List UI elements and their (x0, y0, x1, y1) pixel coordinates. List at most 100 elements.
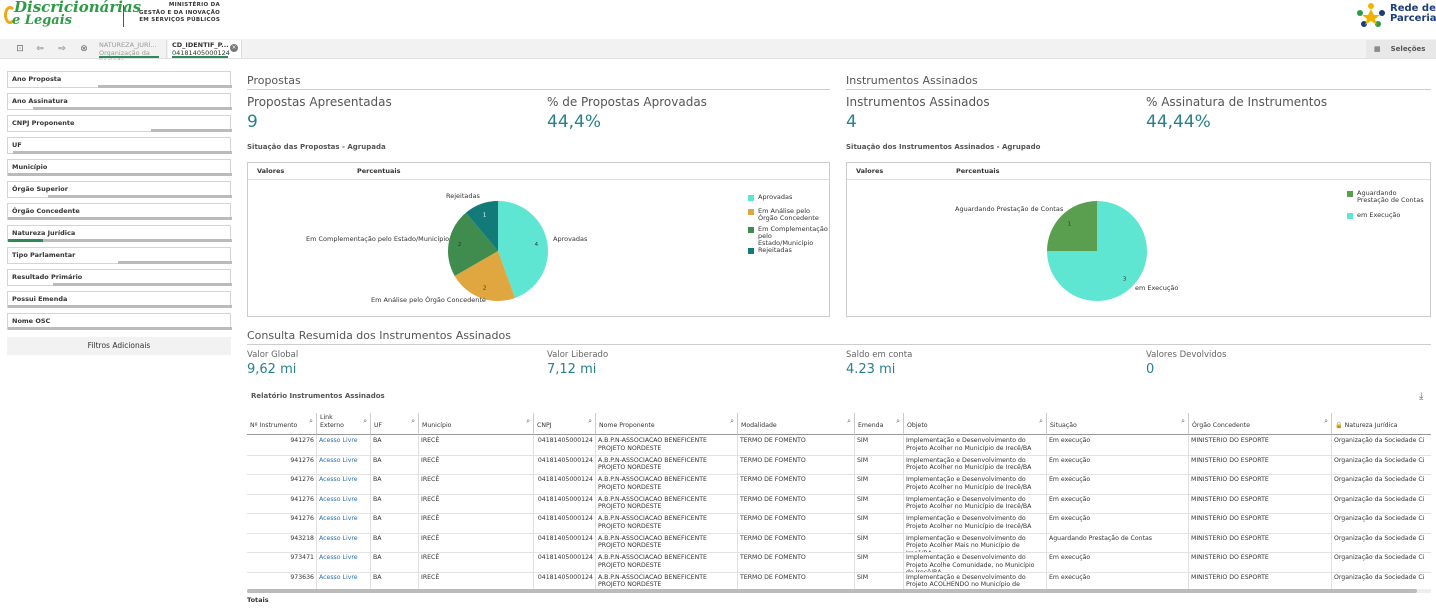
pie-slice-0[interactable] (498, 201, 548, 298)
filter-label: Município (12, 163, 48, 171)
propostas-pie[interactable]: 4 2 2 1 (438, 191, 558, 311)
scrollbar-thumb[interactable] (247, 589, 1417, 593)
filter-possui-emenda[interactable]: Possui Emenda (7, 291, 232, 308)
step-back-icon[interactable]: ⇦ (36, 44, 44, 54)
search-icon[interactable]: ⌕ (1324, 417, 1328, 425)
column-header[interactable]: Nº Instrumento ⌕ (247, 413, 317, 435)
column-header[interactable]: Modalidade ⌕ (738, 413, 855, 435)
pie-slice-2[interactable] (448, 212, 498, 276)
percentuais-tab[interactable]: Percentuais (956, 167, 1000, 175)
selection-chip-cnpj[interactable]: CD_IDENTIF_P... 04181405000124 × (168, 40, 242, 58)
instrumentos-pie[interactable]: 13 (1037, 191, 1157, 311)
filter-ano-assinatura[interactable]: Ano Assinatura (7, 93, 232, 110)
acesso-livre-link[interactable]: Acesso Livre (317, 474, 371, 494)
search-icon[interactable]: ⌕ (1039, 417, 1043, 425)
filter-orgao-concedente[interactable]: Órgão Concedente (7, 203, 232, 220)
smart-search-icon[interactable]: ⊡ (16, 44, 24, 54)
pie-slice-3[interactable] (465, 201, 498, 251)
pie-slice-0[interactable] (1047, 201, 1097, 251)
chip-title: NATUREZA_JURÍ... (99, 41, 157, 49)
table-cell: 04181405000124 (534, 493, 596, 513)
table-cell: IRECÊ (419, 435, 534, 455)
propostas-aprovadas-label: % de Propostas Aprovadas (547, 95, 707, 109)
acesso-livre-link[interactable]: Acesso Livre (317, 532, 371, 552)
propostas-apresentadas-label: Propostas Apresentadas (247, 95, 392, 109)
acesso-livre-link[interactable]: Acesso Livre (317, 435, 371, 455)
filter-orgao-superior[interactable]: Órgão Superior (7, 181, 232, 198)
column-header[interactable]: Objeto ⌕ (904, 413, 1047, 435)
search-icon[interactable]: ⌕ (363, 417, 367, 425)
pie-slice-1[interactable] (454, 251, 516, 301)
column-header[interactable]: Nome Proponente ⌕ (596, 413, 738, 435)
search-icon[interactable]: ⌕ (309, 417, 313, 425)
table-cell: TERMO DE FOMENTO (738, 435, 855, 455)
column-header-label: Modalidade (741, 422, 777, 429)
filter-label: Nome OSC (12, 317, 51, 325)
filter-uf[interactable]: UF (7, 137, 232, 154)
valores-tab[interactable]: Valores (856, 167, 884, 175)
column-header[interactable]: Órgão Concedente ⌕ (1189, 413, 1332, 435)
legend-item[interactable]: Em Complementação pelo Estado/Município (748, 226, 828, 247)
horizontal-scrollbar[interactable] (247, 589, 1431, 593)
acesso-livre-link[interactable]: Acesso Livre (317, 454, 371, 474)
acesso-livre-link[interactable]: Acesso Livre (317, 513, 371, 533)
column-header[interactable]: Situação ⌕ (1047, 413, 1189, 435)
rede-parcerias-logo[interactable]: Rede de Parcerias (1356, 2, 1436, 28)
column-header[interactable]: UF ⌕ (371, 413, 419, 435)
step-forward-icon[interactable]: ⇨ (58, 44, 66, 54)
table-cell: TERMO DE FOMENTO (738, 532, 855, 552)
ministry-line3: EM SERVIÇOS PÚBLICOS (139, 17, 221, 23)
acesso-livre-link[interactable]: Acesso Livre (317, 552, 371, 572)
search-icon[interactable]: ⌕ (411, 417, 415, 425)
filter-resultado-primario[interactable]: Resultado Primário (7, 269, 232, 286)
column-header[interactable]: Link Externo ⌕ (317, 413, 371, 435)
ministry-line2: GESTÃO E DA INOVAÇÃO (139, 9, 221, 16)
percentuais-tab[interactable]: Percentuais (357, 167, 401, 175)
column-header-label: Órgão Concedente (1192, 422, 1250, 429)
column-header[interactable]: 🔒 Natureza Jurídica (1332, 413, 1431, 435)
search-icon[interactable]: ⌕ (847, 417, 851, 425)
table-cell: SIM (855, 552, 904, 572)
filter-cnpj-proponente[interactable]: CNPJ Proponente (7, 115, 232, 132)
filter-tipo-parlamentar[interactable]: Tipo Parlamentar (7, 247, 232, 264)
app-logo[interactable]: Discricionárias e Legais (6, 0, 141, 27)
close-icon[interactable]: × (230, 44, 238, 52)
column-header[interactable]: CNPJ ⌕ (534, 413, 596, 435)
filtros-adicionais-button[interactable]: Filtros Adicionais (7, 337, 231, 355)
valores-tab[interactable]: Valores (257, 167, 285, 175)
acesso-livre-link[interactable]: Acesso Livre (317, 571, 371, 591)
search-icon[interactable]: ⌕ (588, 417, 592, 425)
search-icon[interactable]: ⌕ (896, 417, 900, 425)
pie-slice-1[interactable] (1047, 201, 1147, 301)
download-icon[interactable]: ⤓ (1419, 391, 1424, 402)
table-cell: Organização da Sociedade Ci (1332, 552, 1431, 572)
table-cell: Organização da Sociedade Ci (1332, 494, 1431, 514)
propostas-chart[interactable]: Valores Percentuais 4 2 2 1 Rejeitadas Apro… (247, 162, 830, 317)
legend-item[interactable]: em Execução (1347, 212, 1427, 219)
selection-chip-natureza[interactable]: NATUREZA_JURÍ... Organização da Socieda.… (95, 40, 167, 65)
filter-municipio[interactable]: Município (7, 159, 232, 176)
filter-natureza-juridica[interactable]: Natureza Jurídica (7, 225, 232, 242)
row-divider (247, 532, 1431, 534)
search-icon[interactable]: ⌕ (526, 417, 530, 425)
column-header[interactable]: Emenda ⌕ (855, 413, 904, 435)
legend-item[interactable]: Aguardando Prestação de Contas (1347, 190, 1427, 204)
legend-item[interactable]: Rejeitadas (748, 246, 828, 254)
chip-selection-bar (172, 56, 228, 58)
table-cell: A.B.P.N-ASSOCIACAO BENEFICENTE PROJETO N… (596, 571, 738, 591)
search-icon[interactable]: ⌕ (730, 417, 734, 425)
pie-label-complementacao: Em Complementação pelo Estado/Município (306, 235, 450, 243)
acesso-livre-link[interactable]: Acesso Livre (317, 493, 371, 513)
clear-selections-icon[interactable]: ⊗ (80, 44, 88, 54)
search-icon[interactable]: ⌕ (1181, 417, 1185, 425)
legend-item[interactable]: Aprovadas (748, 194, 828, 201)
column-header[interactable]: Município ⌕ (419, 413, 534, 435)
filter-nome-osc[interactable]: Nome OSC (7, 313, 232, 330)
column-header-label: Município (422, 422, 452, 429)
legend-label: Rejeitadas (758, 246, 792, 254)
selecoes-button[interactable]: ▦ Seleções (1366, 40, 1436, 58)
legend-item[interactable]: Em Análise pelo Órgão Concedente (748, 208, 828, 222)
table-cell: BA (371, 571, 419, 591)
filter-ano-proposta[interactable]: Ano Proposta (7, 71, 232, 88)
